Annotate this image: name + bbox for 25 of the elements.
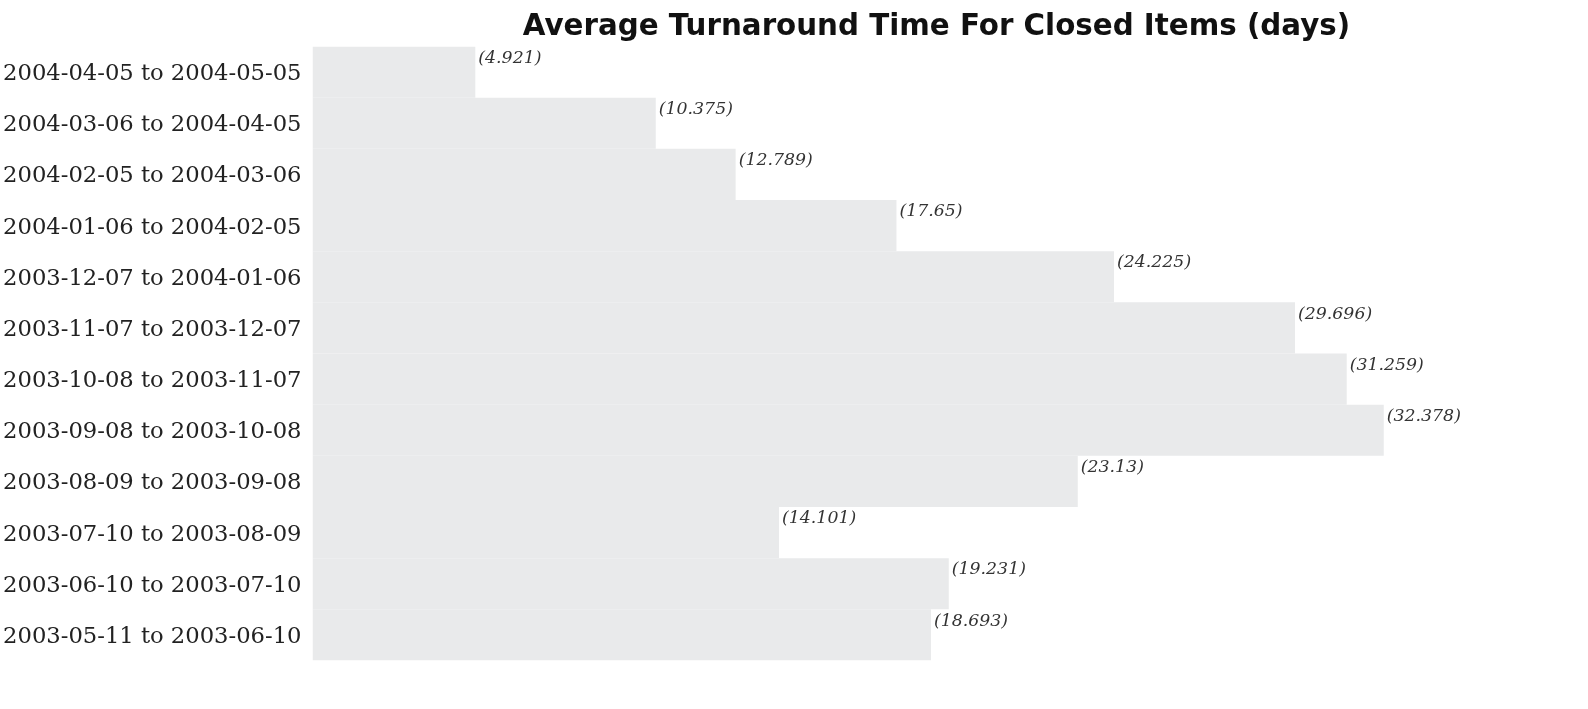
y-tick-label: 2003-08-09 to 2003-09-08 — [3, 468, 302, 495]
y-tick-label: 2003-05-11 to 2003-06-10 — [3, 621, 302, 648]
y-tick-label: 2004-02-05 to 2004-03-06 — [3, 161, 302, 188]
data-label: (17.65) — [899, 200, 963, 221]
data-label: (14.101) — [782, 507, 857, 528]
chart-title: Average Turnaround Time For Closed Items (days) — [522, 7, 1351, 42]
y-tick-label: 2004-04-05 to 2004-05-05 — [3, 59, 302, 86]
data-label: (23.13) — [1080, 456, 1144, 477]
y-tick-label: 2003-07-10 to 2003-08-09 — [3, 519, 302, 546]
data-label: (24.225) — [1117, 251, 1192, 272]
data-label: (32.378) — [1386, 404, 1461, 425]
data-label: (19.231) — [951, 558, 1026, 579]
y-tick-label: 2004-01-06 to 2004-02-05 — [3, 212, 302, 239]
y-tick-label: 2003-12-07 to 2004-01-06 — [3, 263, 302, 290]
y-tick-label: 2004-03-06 to 2004-04-05 — [3, 110, 302, 137]
data-label: (18.693) — [933, 609, 1009, 630]
data-label: (10.375) — [658, 97, 733, 118]
data-label: (12.789) — [738, 149, 813, 170]
data-label: (31.259) — [1349, 353, 1424, 374]
y-tick-label: 2003-10-08 to 2003-11-07 — [3, 366, 302, 393]
y-tick-label: 2003-06-10 to 2003-07-10 — [3, 570, 302, 597]
y-tick-label: 2003-09-08 to 2003-10-08 — [3, 417, 302, 444]
y-tick-label: 2003-11-07 to 2003-12-07 — [3, 314, 302, 341]
data-label: (4.921) — [478, 46, 542, 67]
data-label: (29.696) — [1298, 302, 1373, 323]
